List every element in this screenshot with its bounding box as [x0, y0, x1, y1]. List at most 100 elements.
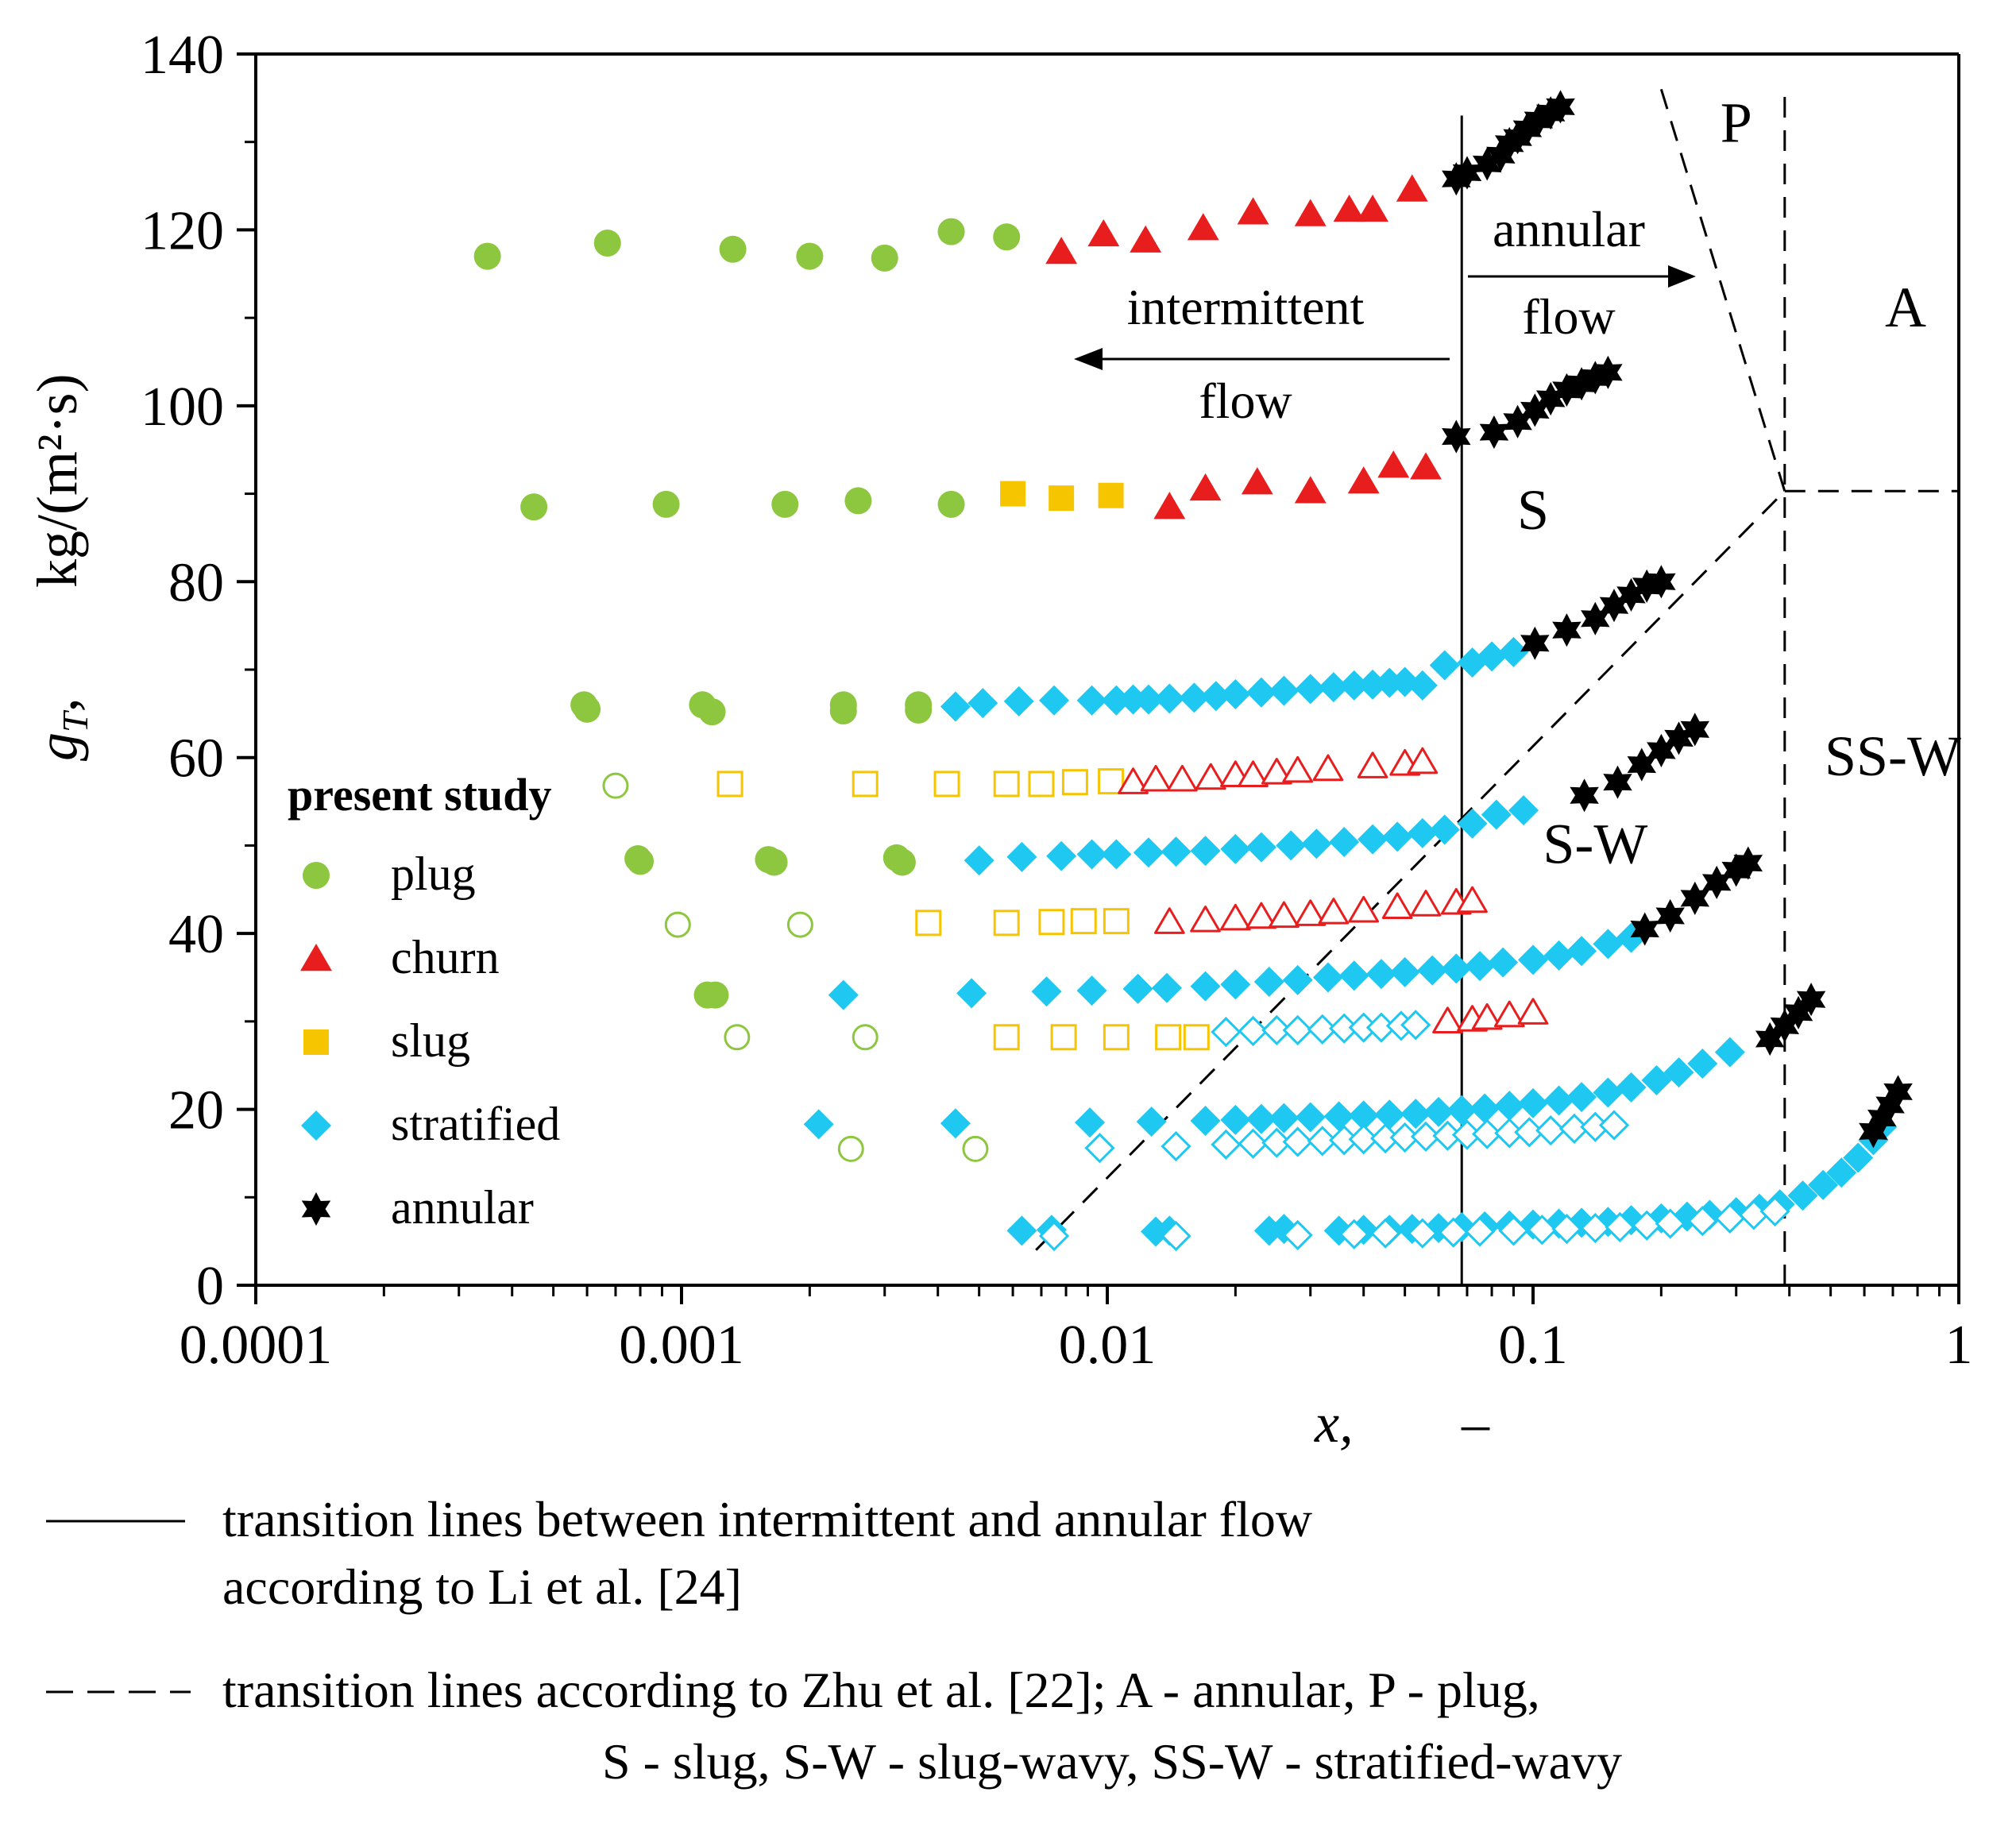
plug-point-hollow — [852, 1024, 879, 1051]
annular-flow-label-2: flow — [1522, 288, 1615, 345]
annular-point — [1680, 713, 1710, 747]
churn-point-hollow — [1410, 890, 1442, 917]
stratified-point-hollow — [1498, 1215, 1529, 1246]
churn-point — [1294, 476, 1327, 504]
stratified-point — [1101, 839, 1132, 870]
plug-point-hollow — [602, 772, 629, 799]
stratified-point — [1151, 972, 1182, 1003]
stratified-point — [1220, 833, 1251, 864]
stratified-point — [940, 1108, 971, 1139]
stratified-point — [1076, 685, 1107, 716]
annular-point — [1733, 846, 1763, 880]
annular-point — [1546, 90, 1575, 124]
dashed-line-caption-2: S - slug, S-W - slug-wavy, SS-W - strati… — [602, 1733, 1622, 1790]
x-tick-label: 0.1 — [1498, 1315, 1568, 1376]
legend-title: present study — [288, 769, 551, 821]
legend-marker-slug — [303, 1029, 329, 1055]
stratified-point — [1039, 685, 1070, 716]
stratified-point — [956, 978, 987, 1009]
plug-point — [937, 218, 965, 245]
plug-point — [520, 493, 548, 521]
y-tick-label: 40 — [168, 904, 224, 965]
stratified-point — [1190, 836, 1221, 867]
plug-point-hollow — [962, 1135, 989, 1162]
stratified-point — [1429, 650, 1460, 681]
stratified-point — [1826, 1157, 1857, 1188]
churn-point-hollow — [1348, 895, 1380, 923]
stratified-point — [1843, 1142, 1874, 1173]
solid-line-caption-2: according to Li et al. [24] — [222, 1558, 742, 1615]
stratified-point — [1465, 951, 1496, 982]
churn-point — [1410, 452, 1442, 480]
annular-arrowhead — [1668, 265, 1696, 288]
slug-point-hollow — [1155, 1024, 1182, 1051]
stratified-point — [1031, 976, 1062, 1007]
churn-point-hollow — [1195, 763, 1226, 790]
stratified-point-hollow — [1687, 1206, 1718, 1237]
stratified-point — [1076, 839, 1107, 870]
stratified-point-hollow — [1551, 1214, 1582, 1245]
stratified-point-hollow — [1348, 1124, 1379, 1155]
x-tick-label: 0.01 — [1059, 1315, 1157, 1376]
y-tick-label: 20 — [168, 1080, 224, 1141]
stratified-point — [1190, 1105, 1221, 1136]
stratified-point-hollow — [1400, 1010, 1431, 1041]
legend-marker-stratified — [301, 1110, 331, 1141]
stratified-point — [1389, 956, 1420, 987]
stratified-point — [1518, 1087, 1548, 1118]
slug-point-hollow — [1038, 909, 1065, 936]
slug-point-hollow — [1070, 908, 1097, 935]
plug-point — [937, 490, 965, 518]
stratified-point-hollow — [1211, 1017, 1242, 1048]
stratified-point — [1407, 670, 1438, 701]
stratified-point — [1429, 814, 1460, 845]
stratified-point-hollow — [1464, 1216, 1496, 1247]
stratified-point-hollow — [1338, 1219, 1369, 1249]
stratified-point — [1663, 1057, 1694, 1088]
slug-point-hollow — [1050, 1024, 1077, 1051]
slug-point-hollow — [1183, 1024, 1210, 1051]
stratified-point-hollow — [1161, 1130, 1191, 1162]
churn-point — [1357, 194, 1389, 222]
legend-marker-churn — [300, 944, 332, 971]
y-axis-unit: kg/(m²·s) — [25, 373, 89, 588]
slug-point-hollow — [1061, 769, 1088, 796]
stratified-point — [1808, 1169, 1839, 1200]
stratified-point-hollow — [1605, 1211, 1636, 1243]
plug-point — [698, 698, 726, 726]
churn-point-hollow — [1432, 1006, 1463, 1033]
stratified-point — [1282, 964, 1313, 995]
plug-point — [701, 981, 729, 1009]
stratified-point — [1295, 674, 1326, 705]
stratified-point-hollow — [1438, 1217, 1469, 1248]
annular-point — [1796, 983, 1826, 1017]
x-tick-label: 0.001 — [619, 1315, 744, 1376]
stratified-point — [1518, 944, 1548, 975]
stratified-point — [1246, 677, 1276, 708]
stratified-point — [1154, 683, 1185, 714]
churn-point-hollow — [1190, 906, 1221, 933]
annular-point — [1552, 613, 1582, 647]
stratified-point-hollow — [1472, 1118, 1503, 1149]
annular-point — [1883, 1075, 1913, 1109]
region-label-p: P — [1721, 91, 1752, 155]
stratified-point-hollow — [1282, 1014, 1313, 1046]
slug-point-hollow — [1103, 908, 1130, 935]
legend-label-stratified: stratified — [391, 1098, 560, 1150]
stratified-point — [1787, 1180, 1818, 1211]
y-tick-label: 140 — [141, 25, 224, 86]
slug-point-hollow — [1098, 768, 1125, 795]
churn-point — [1153, 492, 1186, 519]
plug-point-hollow — [786, 911, 813, 938]
stratified-point-hollow — [1238, 1128, 1269, 1159]
stratified-point — [1714, 1037, 1745, 1068]
intermittent-arrowhead — [1074, 348, 1103, 370]
intermittent-flow-label: intermittent — [1127, 279, 1365, 335]
stratified-point-hollow — [1307, 1126, 1338, 1157]
churn-point — [1130, 225, 1162, 253]
slug-point-hollow — [993, 910, 1020, 937]
stratified-point — [940, 691, 971, 722]
churn-point-hollow — [1517, 998, 1549, 1025]
stratified-point-hollow — [1535, 1115, 1566, 1146]
